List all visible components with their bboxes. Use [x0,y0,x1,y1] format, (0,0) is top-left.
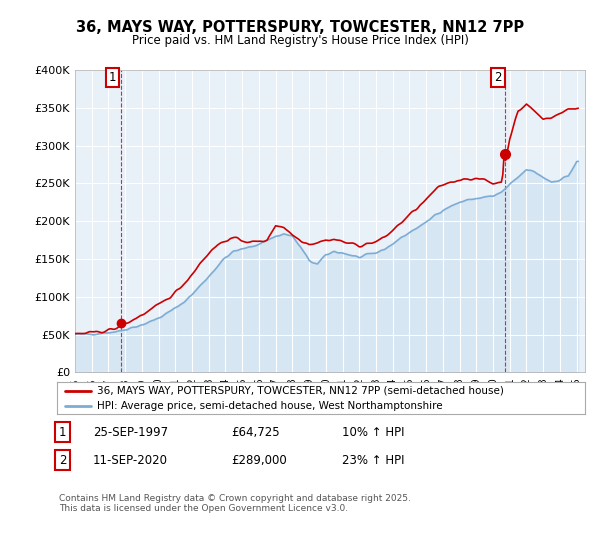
Text: HPI: Average price, semi-detached house, West Northamptonshire: HPI: Average price, semi-detached house,… [97,400,442,410]
Text: 10% ↑ HPI: 10% ↑ HPI [342,426,404,439]
Text: Price paid vs. HM Land Registry's House Price Index (HPI): Price paid vs. HM Land Registry's House … [131,34,469,46]
Text: 25-SEP-1997: 25-SEP-1997 [93,426,168,439]
Text: Contains HM Land Registry data © Crown copyright and database right 2025.
This d: Contains HM Land Registry data © Crown c… [59,494,410,514]
Text: £64,725: £64,725 [231,426,280,439]
Text: £289,000: £289,000 [231,454,287,467]
Text: 11-SEP-2020: 11-SEP-2020 [93,454,168,467]
Text: 1: 1 [59,426,67,439]
Text: 2: 2 [494,71,502,84]
Text: 36, MAYS WAY, POTTERSPURY, TOWCESTER, NN12 7PP: 36, MAYS WAY, POTTERSPURY, TOWCESTER, NN… [76,20,524,35]
Text: 36, MAYS WAY, POTTERSPURY, TOWCESTER, NN12 7PP (semi-detached house): 36, MAYS WAY, POTTERSPURY, TOWCESTER, NN… [97,386,503,396]
Text: 1: 1 [109,71,116,84]
Text: 2: 2 [59,454,67,467]
Text: 23% ↑ HPI: 23% ↑ HPI [342,454,404,467]
